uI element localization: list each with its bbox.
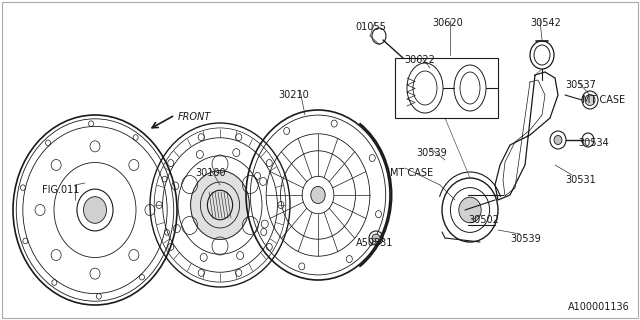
Text: FIG.011: FIG.011 xyxy=(42,185,79,195)
Text: 30542: 30542 xyxy=(530,18,561,28)
Ellipse shape xyxy=(311,187,325,204)
Ellipse shape xyxy=(459,197,481,223)
Ellipse shape xyxy=(83,197,106,223)
Text: 30539: 30539 xyxy=(416,148,447,158)
Text: 30539: 30539 xyxy=(510,234,541,244)
Ellipse shape xyxy=(191,171,250,239)
Text: MT CASE: MT CASE xyxy=(390,168,433,178)
Ellipse shape xyxy=(372,234,380,242)
Text: MT CASE: MT CASE xyxy=(582,95,625,105)
Text: 30531: 30531 xyxy=(565,175,596,185)
Text: 30100: 30100 xyxy=(195,168,226,178)
Text: 30620: 30620 xyxy=(432,18,463,28)
Text: 30534: 30534 xyxy=(578,138,609,148)
Text: 30622: 30622 xyxy=(404,55,435,65)
Bar xyxy=(395,58,498,118)
Text: 30537: 30537 xyxy=(565,80,596,90)
Ellipse shape xyxy=(554,135,562,145)
Text: A50831: A50831 xyxy=(356,238,394,248)
Text: 01055: 01055 xyxy=(355,22,386,32)
Text: A100001136: A100001136 xyxy=(568,302,630,312)
Text: 30502: 30502 xyxy=(468,215,499,225)
Ellipse shape xyxy=(585,94,595,106)
Text: 30210: 30210 xyxy=(278,90,308,100)
Text: FRONT: FRONT xyxy=(178,112,211,122)
